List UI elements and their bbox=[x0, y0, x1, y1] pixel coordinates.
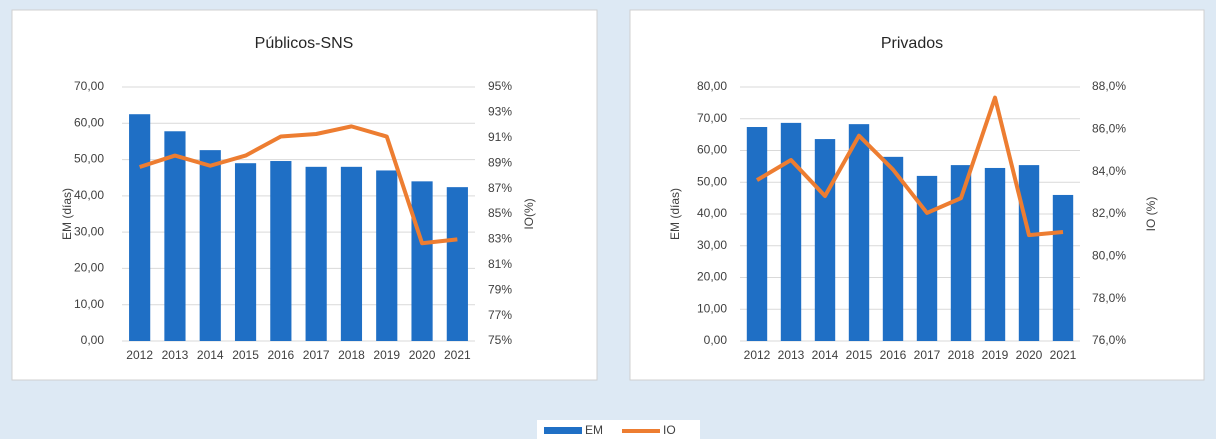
y2-tick-label: 86,0% bbox=[1092, 122, 1126, 136]
bar bbox=[916, 175, 938, 341]
x-tick-label: 2020 bbox=[409, 348, 436, 362]
y2-tick-label: 93% bbox=[488, 105, 512, 119]
bar bbox=[129, 114, 151, 341]
y2-tick-label: 78,0% bbox=[1092, 291, 1126, 305]
y-tick-label: 70,00 bbox=[74, 79, 104, 93]
y2-tick-label: 81% bbox=[488, 257, 512, 271]
x-tick-label: 2016 bbox=[880, 348, 907, 362]
y-tick-label: 30,00 bbox=[697, 238, 727, 252]
panel bbox=[11, 9, 598, 381]
x-tick-label: 2020 bbox=[1016, 348, 1043, 362]
y2-tick-label: 85% bbox=[488, 206, 512, 220]
y-axis-label: EM (días) bbox=[60, 188, 74, 240]
y2-tick-label: 89% bbox=[488, 155, 512, 169]
y-tick-label: 50,00 bbox=[697, 174, 727, 188]
bar bbox=[199, 150, 221, 341]
y2-axis-label: IO(%) bbox=[522, 198, 536, 229]
y2-tick-label: 88,0% bbox=[1092, 79, 1126, 93]
y2-axis-label: IO (%) bbox=[1144, 197, 1158, 232]
x-tick-label: 2012 bbox=[126, 348, 153, 362]
line bbox=[139, 124, 458, 246]
y-tick-label: 30,00 bbox=[74, 224, 104, 238]
y2-tick-label: 77% bbox=[488, 308, 512, 322]
y-tick-label: 60,00 bbox=[697, 143, 727, 157]
bar bbox=[848, 124, 870, 342]
bar bbox=[984, 167, 1006, 341]
x-tick-label: 2018 bbox=[338, 348, 365, 362]
y-tick-label: 10,00 bbox=[74, 297, 104, 311]
bar bbox=[411, 181, 433, 341]
x-tick-label: 2015 bbox=[232, 348, 259, 362]
x-tick-label: 2019 bbox=[373, 348, 400, 362]
bar bbox=[234, 163, 257, 341]
legend-box bbox=[537, 420, 700, 439]
y2-tick-label: 84,0% bbox=[1092, 164, 1126, 178]
y2-tick-label: 82,0% bbox=[1092, 206, 1126, 220]
x-tick-label: 2012 bbox=[744, 348, 771, 362]
bar bbox=[270, 161, 292, 341]
y2-tick-label: 75% bbox=[488, 333, 512, 347]
legend-swatch bbox=[544, 427, 582, 434]
bar bbox=[746, 127, 768, 341]
legend-label: IO bbox=[663, 423, 676, 437]
bar bbox=[446, 187, 468, 341]
x-tick-label: 2014 bbox=[197, 348, 224, 362]
y2-tick-label: 80,0% bbox=[1092, 249, 1126, 263]
bar bbox=[814, 139, 836, 341]
line bbox=[755, 95, 1064, 238]
y2-tick-label: 87% bbox=[488, 181, 512, 195]
y-tick-label: 20,00 bbox=[74, 261, 104, 275]
chart-title: Privados bbox=[881, 35, 943, 52]
y-tick-label: 20,00 bbox=[697, 270, 727, 284]
y2-tick-label: 91% bbox=[488, 130, 512, 144]
bar bbox=[1018, 165, 1040, 341]
bar bbox=[340, 166, 363, 341]
bar bbox=[376, 170, 398, 341]
x-tick-label: 2019 bbox=[982, 348, 1009, 362]
legend-label: EM bbox=[585, 423, 603, 437]
x-tick-label: 2016 bbox=[267, 348, 294, 362]
y-tick-label: 80,00 bbox=[697, 79, 727, 93]
x-tick-label: 2017 bbox=[303, 348, 330, 362]
x-tick-label: 2017 bbox=[914, 348, 941, 362]
y-tick-label: 70,00 bbox=[697, 111, 727, 125]
bar bbox=[882, 156, 904, 341]
y-tick-label: 10,00 bbox=[697, 301, 727, 315]
y-tick-label: 60,00 bbox=[74, 115, 104, 129]
y2-tick-label: 76,0% bbox=[1092, 333, 1126, 347]
bar bbox=[305, 166, 327, 341]
x-tick-label: 2018 bbox=[948, 348, 975, 362]
chart-title: Públicos-SNS bbox=[255, 35, 354, 52]
y-tick-label: 40,00 bbox=[697, 206, 727, 220]
y2-tick-label: 95% bbox=[488, 79, 512, 93]
x-tick-label: 2014 bbox=[812, 348, 839, 362]
bar bbox=[164, 131, 186, 341]
x-tick-label: 2013 bbox=[162, 348, 189, 362]
x-tick-label: 2021 bbox=[444, 348, 471, 362]
y-tick-label: 50,00 bbox=[74, 152, 104, 166]
bar bbox=[780, 122, 802, 341]
x-tick-label: 2015 bbox=[846, 348, 873, 362]
y-axis-label: EM (días) bbox=[668, 188, 682, 240]
x-tick-label: 2021 bbox=[1050, 348, 1077, 362]
y-tick-label: 40,00 bbox=[74, 188, 104, 202]
y2-tick-label: 79% bbox=[488, 282, 512, 296]
bar bbox=[950, 165, 972, 341]
x-tick-label: 2013 bbox=[778, 348, 805, 362]
y-tick-label: 0,00 bbox=[704, 333, 728, 347]
y-tick-label: 0,00 bbox=[81, 333, 105, 347]
y2-tick-label: 83% bbox=[488, 232, 512, 246]
bar bbox=[1052, 194, 1074, 341]
